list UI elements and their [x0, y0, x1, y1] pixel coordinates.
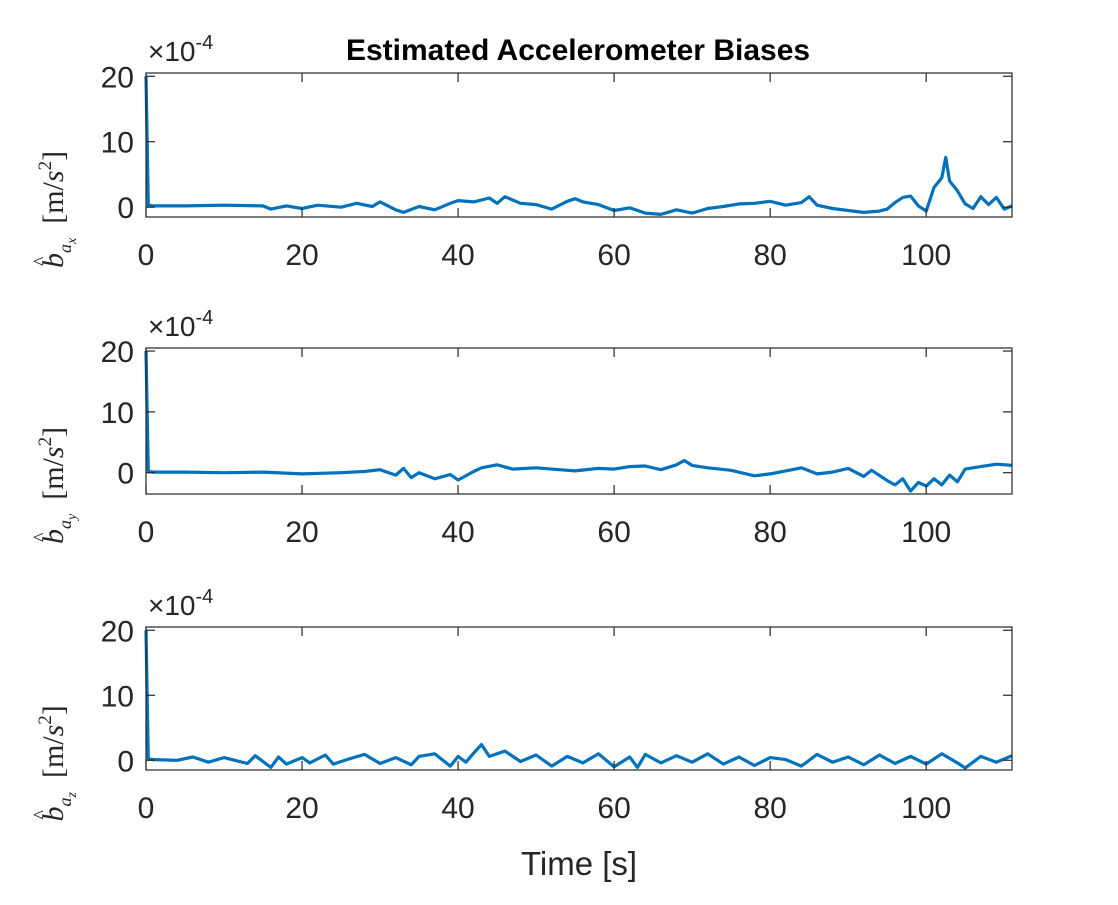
x-tick-label: 80 — [753, 792, 786, 825]
y-tick-label: 10 — [101, 127, 134, 160]
y-multiplier: ×10-4 — [148, 32, 213, 67]
y-label-subscript: a — [55, 520, 75, 529]
y-label-unit-close: ] — [37, 427, 70, 437]
y-label-hat: ^ — [30, 256, 52, 266]
y-label-unit-open: [m/ — [37, 736, 70, 778]
y-tick-label: 20 — [101, 615, 134, 648]
y-multiplier-exponent: -4 — [196, 586, 214, 608]
x-tick-label: 40 — [441, 792, 474, 825]
y-label-hat: ^ — [30, 532, 52, 542]
y-label-subscript-2: x — [65, 237, 80, 245]
y-label-unit-close: ] — [37, 151, 70, 161]
y-label-symbol: b — [37, 807, 70, 822]
y-label-text: bay [m/s2] — [35, 427, 80, 544]
x-tick-label: 20 — [285, 516, 318, 549]
chart-title: Estimated Accelerometer Biases — [346, 34, 810, 67]
y-tick-label: 20 — [101, 61, 134, 94]
x-tick-label: 100 — [901, 516, 951, 549]
x-tick-label: 0 — [138, 792, 155, 825]
y-axis-label-2: bay [m/s2] ^ — [30, 427, 80, 544]
axes-box-3 — [145, 626, 1013, 771]
y-label-unit-s: s — [37, 446, 70, 458]
y-axis-label-3: baz [m/s2] ^ — [30, 705, 80, 821]
x-tick-label: 60 — [597, 239, 630, 272]
series-line-3-1 — [144, 630, 1013, 770]
x-tick-label: 20 — [285, 792, 318, 825]
y-label-subscript: a — [55, 798, 75, 807]
subplot-2: 0 20 40 60 80 100 0 10 20 ×10-4 bay [m/s2] ^ — [30, 307, 1013, 549]
y-label-symbol: b — [37, 253, 70, 268]
x-tick-label: 40 — [441, 239, 474, 272]
y-tick-label: 0 — [117, 192, 134, 225]
y-label-text: bax [m/s2] — [35, 151, 80, 268]
subplot-3: 0 20 40 60 80 100 0 10 20 ×10-4 baz [m/s2] ^ — [30, 586, 1013, 825]
y-tick-label: 20 — [101, 336, 134, 369]
y-multiplier: ×10-4 — [148, 586, 213, 621]
x-tick-label: 100 — [901, 792, 951, 825]
x-axis-label: Time [s] — [521, 845, 637, 882]
y-label-unit-open: [m/ — [37, 457, 70, 499]
x-tick-label: 40 — [441, 516, 474, 549]
x-tick-label: 60 — [597, 792, 630, 825]
y-label-symbol: b — [37, 529, 70, 544]
y-label-hat: ^ — [30, 810, 52, 820]
y-tick-label: 0 — [117, 458, 134, 491]
x-tick-label: 80 — [753, 516, 786, 549]
y-label-unit-exp: 2 — [35, 161, 56, 171]
x-tick-label: 60 — [597, 516, 630, 549]
y-label-subscript: a — [55, 244, 75, 253]
y-label-unit-close: ] — [37, 705, 70, 715]
y-label-unit-exp: 2 — [35, 437, 56, 447]
y-multiplier: ×10-4 — [148, 307, 213, 342]
y-label-text: baz [m/s2] — [35, 705, 80, 821]
y-tick-label: 10 — [101, 680, 134, 713]
x-tick-label: 0 — [138, 239, 155, 272]
x-tick-label: 100 — [901, 239, 951, 272]
y-tick-label: 10 — [101, 397, 134, 430]
y-axis-label-1: bax [m/s2] ^ — [30, 151, 80, 268]
axes-box-1 — [145, 72, 1013, 218]
y-tick-label: 0 — [117, 745, 134, 778]
y-multiplier-exponent: -4 — [196, 307, 214, 329]
series-line-1-1 — [144, 76, 1013, 216]
y-label-unit-open: [m/ — [37, 181, 70, 223]
y-label-unit-s: s — [37, 170, 70, 182]
series-line-2-1 — [144, 350, 1013, 493]
y-multiplier-exponent: -4 — [196, 32, 214, 54]
x-tick-label: 80 — [753, 239, 786, 272]
subplot-1: 0 20 40 60 80 100 0 10 20 ×10-4 bax [m/s2] ^ — [30, 32, 1013, 272]
axes-box-2 — [145, 347, 1013, 495]
x-tick-label: 0 — [138, 516, 155, 549]
y-label-unit-s: s — [37, 725, 70, 737]
y-label-subscript-2: y — [65, 513, 80, 522]
y-label-subscript-2: z — [65, 792, 80, 799]
y-label-unit-exp: 2 — [35, 715, 56, 725]
x-tick-label: 20 — [285, 239, 318, 272]
